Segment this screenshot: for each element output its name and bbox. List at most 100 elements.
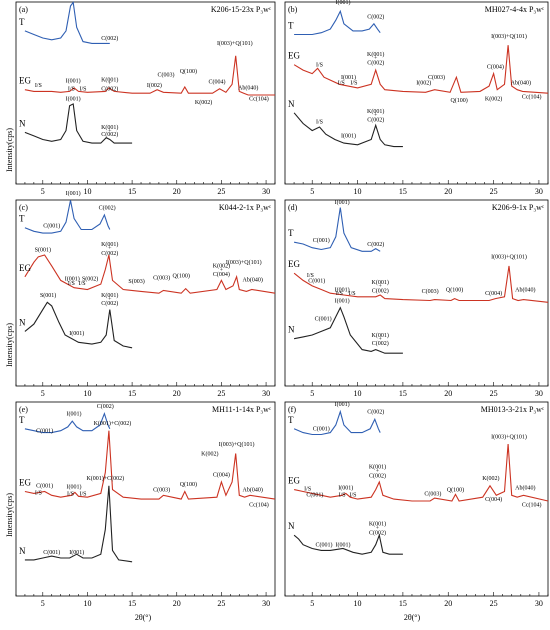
- peak-annotation: Q(100): [180, 481, 197, 488]
- panel-frame: [284, 199, 549, 387]
- panel-letter: (b): [288, 5, 298, 14]
- peak-annotation: +: [220, 267, 224, 273]
- peak-annotation: +: [108, 296, 112, 302]
- series-line-N: [24, 301, 133, 349]
- x-tick-label: 30: [535, 389, 543, 398]
- peak-annotation: I(003)+Q(101): [219, 441, 255, 448]
- peak-annotation: Q(100): [450, 97, 467, 104]
- x-tick-label: 5: [310, 389, 314, 398]
- peak-annotation: +: [108, 81, 112, 87]
- x-tick-label: 20: [173, 599, 181, 608]
- x-tick-label: 30: [535, 599, 543, 608]
- trace-label: T: [288, 415, 294, 425]
- panel-sample-id: K044-2-1x P₃wᶜ: [219, 203, 271, 212]
- peak-annotation: I(001): [336, 542, 351, 549]
- trace-label: N: [19, 118, 26, 128]
- peak-annotation: C(004): [213, 271, 230, 278]
- peak-annotation: I/S: [79, 491, 86, 497]
- peak-annotation: Cc(104): [522, 94, 542, 101]
- y-axis-label: Intensity(cps): [5, 128, 14, 172]
- peak-annotation: I/S: [349, 291, 356, 297]
- panel-letter: (e): [19, 405, 28, 414]
- trace-label: T: [19, 214, 25, 224]
- peak-annotation: C(001): [315, 315, 332, 322]
- x-tick-label: 5: [310, 599, 314, 608]
- peak-annotation: C(003): [424, 490, 441, 497]
- peak-annotation: Ab(040): [515, 485, 535, 492]
- x-tick-label: 20: [444, 389, 452, 398]
- peak-annotation: +: [374, 55, 378, 61]
- peak-annotation: C(002): [101, 35, 118, 42]
- peak-annotation: C(004): [213, 471, 230, 478]
- peak-annotation: K(001): [367, 108, 384, 115]
- x-tick-label: 10: [83, 187, 91, 196]
- peak-annotation: I(001): [66, 190, 81, 197]
- x-tick-label: 10: [354, 599, 362, 608]
- peak-annotation: I(001): [67, 411, 82, 418]
- peak-annotation: K(002): [213, 263, 230, 270]
- trace-label: T: [19, 415, 25, 425]
- x-tick-label: 15: [128, 187, 136, 196]
- peak-annotation: I(002): [416, 79, 431, 86]
- peak-annotation: I/S: [307, 273, 314, 279]
- peak-annotation: C(002): [99, 204, 116, 211]
- peak-annotation: C(002): [367, 409, 384, 416]
- trace-label: N: [288, 99, 295, 109]
- peak-annotation: K(002): [482, 475, 499, 482]
- peak-annotation: Cc(104): [522, 502, 542, 509]
- peak-annotation: Q(100): [173, 273, 190, 280]
- peak-annotation: K(001): [372, 332, 389, 339]
- series-line-EG: [24, 55, 275, 96]
- peak-annotation: S(002): [82, 275, 98, 282]
- peak-annotation: I/S: [338, 80, 345, 86]
- series-line-EG: [293, 45, 549, 94]
- peak-annotation: Ab(040): [238, 85, 258, 92]
- trace-label: T: [288, 20, 294, 30]
- peak-annotation: Cc(104): [249, 502, 269, 509]
- peak-annotation: C(001): [43, 549, 60, 556]
- peak-annotation: I(001): [69, 549, 84, 556]
- peak-annotation: S(001): [40, 292, 56, 299]
- peak-annotation: K(002): [485, 95, 502, 102]
- peak-annotation: +: [379, 337, 383, 343]
- x-axis-label: 2θ(°): [135, 613, 152, 622]
- trace-label: EG: [19, 263, 31, 273]
- peak-annotation: K(001): [369, 464, 386, 471]
- peak-annotation: Q(100): [447, 487, 464, 494]
- peak-annotation: I(001): [66, 78, 81, 85]
- x-tick-label: 30: [262, 599, 270, 608]
- peak-annotation: Q(100): [180, 68, 197, 75]
- peak-annotation: I/S: [316, 63, 323, 69]
- x-tick-label: 10: [354, 187, 362, 196]
- x-tick-label: 30: [262, 187, 270, 196]
- peak-annotation: I/S: [316, 119, 323, 125]
- series-line-N: [24, 103, 133, 144]
- series-line-T: [24, 1, 110, 44]
- panels-group: 5 10 15 20 25 30 (a) K206-15-23x P₃wᶜ T EG N I(001)…: [15, 0, 549, 608]
- x-tick-label: 30: [262, 389, 270, 398]
- peak-annotation: K(001): [101, 77, 118, 84]
- panel-sample-id: K206-15-23x P₃wᶜ: [211, 5, 271, 14]
- peak-annotation: I(003)+Q(101): [491, 433, 527, 440]
- panel-sample-id: MH013-3-21x P₃wᶜ: [481, 405, 544, 414]
- peak-annotation: I(001): [66, 95, 81, 102]
- series-line-T: [293, 207, 381, 252]
- peak-annotation: K(002): [201, 450, 218, 457]
- peak-annotation: I(001): [338, 485, 353, 492]
- peak-annotation: I/S: [67, 491, 74, 497]
- x-tick-label: 20: [173, 389, 181, 398]
- peak-annotation: Q(100): [446, 286, 463, 293]
- peak-annotation: I(001): [65, 275, 80, 282]
- peak-annotation: C(003): [158, 71, 175, 78]
- peak-annotation: Ab(040): [515, 286, 535, 293]
- panel-frame: [284, 401, 549, 597]
- x-axis-label: 2θ(°): [404, 613, 421, 622]
- peak-annotation: C(004): [208, 78, 225, 85]
- peak-annotation: K(001)+C(002): [94, 420, 132, 427]
- y-axis-label: Intensity(cps): [5, 493, 14, 537]
- trace-label: EG: [288, 476, 300, 486]
- trace-label: N: [288, 325, 295, 335]
- x-tick-label: 15: [399, 599, 407, 608]
- x-tick-label: 30: [535, 187, 543, 196]
- series-line-N: [293, 112, 403, 148]
